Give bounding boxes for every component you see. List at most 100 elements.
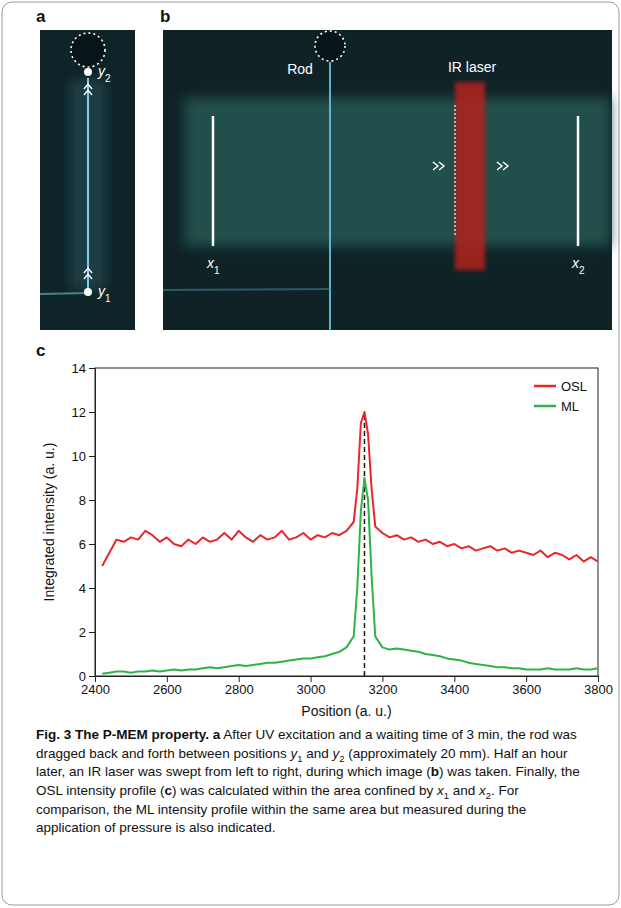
plot-frame bbox=[95, 368, 598, 676]
label-y1-sub: 1 bbox=[105, 293, 111, 304]
arrow-up bbox=[84, 274, 92, 279]
y-tick-mark bbox=[89, 676, 95, 677]
caption: Fig. 3 The P-MEM property. a After UV ex… bbox=[36, 726, 592, 838]
panel-a-image: y2y1 bbox=[40, 30, 135, 330]
y-tick: 14 bbox=[72, 361, 95, 376]
x-tick-mark bbox=[454, 676, 455, 682]
x-tick: 3400 bbox=[440, 676, 469, 697]
y-tick-label: 14 bbox=[72, 361, 86, 376]
rod-tip bbox=[315, 31, 345, 61]
y-tick-label: 0 bbox=[79, 669, 86, 684]
label-rod: Rod bbox=[287, 61, 313, 77]
y-tick-mark bbox=[89, 412, 95, 413]
x-tick: 2800 bbox=[225, 676, 254, 697]
label-x1-sub: 1 bbox=[214, 265, 220, 276]
x-tick-label: 2800 bbox=[225, 682, 254, 697]
caption-bold: c bbox=[165, 783, 173, 798]
ir-laser-band bbox=[455, 82, 485, 270]
rod-tip bbox=[71, 33, 105, 67]
y-tick-mark bbox=[89, 456, 95, 457]
y-axis: 0 2 4 6 8 10 12 14 bbox=[72, 361, 96, 684]
series-line bbox=[102, 412, 598, 566]
bound-x2 bbox=[577, 116, 580, 246]
caption-bold: Fig. 3 The P-MEM property. a bbox=[36, 727, 220, 742]
y-tick: 0 bbox=[79, 669, 95, 684]
image-background bbox=[40, 30, 135, 330]
caption-italic: x bbox=[437, 783, 444, 798]
caption-normal: ) was calculated within the area confine… bbox=[172, 783, 437, 798]
y-axis-line bbox=[95, 369, 96, 677]
y-tick-mark bbox=[89, 632, 95, 633]
caption-italic: x bbox=[479, 783, 486, 798]
y-tick-mark bbox=[89, 588, 95, 589]
x-tick-mark bbox=[239, 676, 240, 682]
x-tick-label: 2600 bbox=[153, 682, 182, 697]
rod-trace bbox=[87, 78, 89, 292]
chart: 2400 2600 2800 3000 3200 3400 3600 3800 0 2 4 6 8 10 1… bbox=[41, 361, 613, 719]
y-tick-label: 12 bbox=[72, 405, 86, 420]
point-y2 bbox=[84, 68, 92, 76]
arrow-right bbox=[497, 162, 502, 170]
legend-swatch bbox=[534, 385, 556, 388]
y-tick-label: 8 bbox=[79, 493, 86, 508]
y-tick: 6 bbox=[79, 537, 95, 552]
y-tick-label: 4 bbox=[79, 581, 86, 596]
arrow-up bbox=[84, 90, 92, 95]
series-line bbox=[102, 478, 598, 674]
x-tick: 3200 bbox=[368, 676, 397, 697]
caption-sub: 2 bbox=[486, 790, 491, 801]
x-tick-mark bbox=[526, 676, 527, 682]
luminescent-area bbox=[185, 98, 610, 246]
x-tick: 3000 bbox=[297, 676, 326, 697]
x-tick-label: 3000 bbox=[297, 682, 326, 697]
caption-sub: 1 bbox=[297, 752, 302, 763]
base-line bbox=[40, 293, 88, 294]
x-tick-label: 3400 bbox=[440, 682, 469, 697]
x-tick-mark bbox=[311, 676, 312, 682]
caption-italic: y bbox=[333, 746, 340, 761]
panel-letter: c bbox=[36, 341, 45, 360]
x-axis: 2400 2600 2800 3000 3200 3400 3600 3800 bbox=[81, 676, 613, 697]
y-tick-mark bbox=[89, 500, 95, 501]
y-tick-label: 6 bbox=[79, 537, 86, 552]
base-line bbox=[163, 289, 330, 290]
x-tick-mark bbox=[382, 676, 383, 682]
legend-label: OSL bbox=[561, 379, 587, 394]
label-laser: IR laser bbox=[448, 59, 497, 75]
y-tick: 4 bbox=[79, 581, 95, 596]
x-tick-label: 3800 bbox=[584, 682, 613, 697]
y-tick-mark bbox=[89, 544, 95, 545]
y-tick: 12 bbox=[72, 405, 95, 420]
label-y2-sub: 2 bbox=[105, 73, 111, 84]
y-tick: 2 bbox=[79, 625, 95, 640]
arrow-right bbox=[433, 162, 438, 170]
x-axis-line bbox=[96, 676, 599, 677]
peak-position-line bbox=[364, 412, 366, 676]
legend-swatch bbox=[534, 405, 556, 408]
x-tick: 2600 bbox=[153, 676, 182, 697]
label-x1: x1 bbox=[206, 255, 220, 276]
image-background bbox=[163, 30, 612, 330]
caption-normal: and bbox=[449, 783, 479, 798]
x-tick: 3800 bbox=[584, 676, 613, 697]
label-y1: y1 bbox=[97, 283, 111, 304]
y-tick-label: 10 bbox=[72, 449, 86, 464]
figure: ay2y1bx1x2RodIR laserc240026002800300032… bbox=[0, 0, 621, 908]
caption-sub: 1 bbox=[444, 790, 449, 801]
x-tick-label: 3600 bbox=[512, 682, 541, 697]
caption-sub: 2 bbox=[339, 752, 344, 763]
x-tick-mark bbox=[598, 676, 599, 682]
legend: OSLML bbox=[534, 379, 587, 414]
label-x2-sub: 2 bbox=[579, 265, 585, 276]
panel-b-image: x1x2RodIR laser bbox=[163, 30, 612, 330]
x-tick-label: 3200 bbox=[368, 682, 397, 697]
caption-italic: y bbox=[290, 746, 297, 761]
laser-edge bbox=[454, 105, 455, 235]
rod-glow bbox=[85, 78, 91, 292]
panel-letter: a bbox=[36, 7, 46, 26]
plot-area bbox=[102, 412, 598, 676]
x-tick-mark bbox=[167, 676, 168, 682]
x-tick-label: 2400 bbox=[81, 682, 110, 697]
panel-letter: b bbox=[160, 7, 170, 26]
y-tick: 8 bbox=[79, 493, 95, 508]
